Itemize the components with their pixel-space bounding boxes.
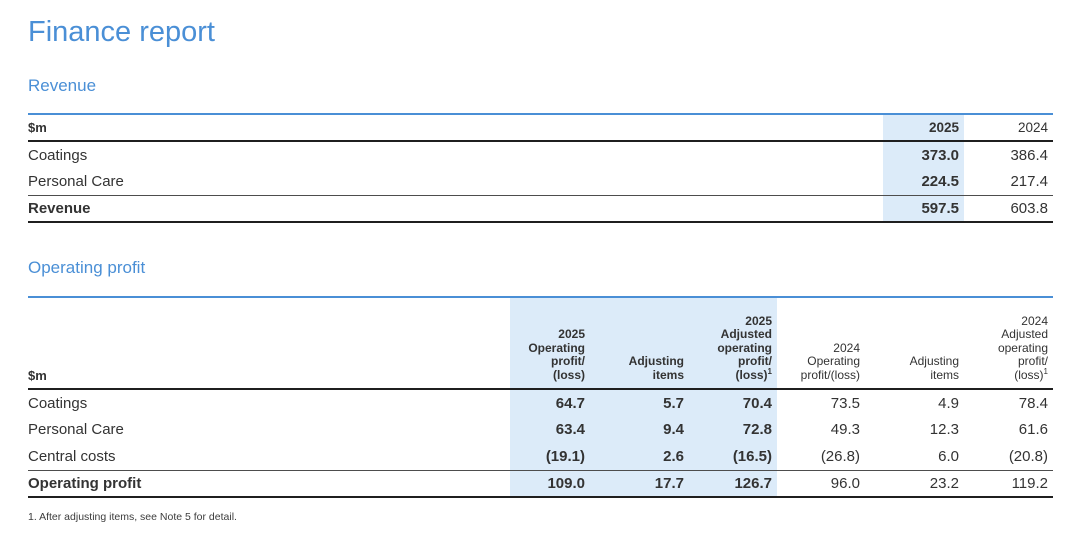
value-2025: 126.7: [689, 470, 777, 497]
value-2024: 49.3: [830, 421, 860, 438]
value-2024: 6.0: [938, 447, 959, 465]
value-2024: 96.0: [830, 474, 860, 492]
row-label: Personal Care: [28, 421, 124, 438]
value-2025: (16.5): [689, 443, 777, 470]
table-row: Coatings 64.7 5.7 70.4 73.5 4.9 78.4: [28, 389, 1053, 416]
value-2025: 64.7: [510, 389, 590, 416]
column-header: 2024 Operating profit/(loss): [800, 340, 860, 382]
row-label: Coatings: [28, 394, 88, 412]
value-2025: 109.0: [510, 470, 590, 497]
value-2025: 5.7: [590, 389, 689, 416]
column-header: 2024 Adjusted operating profit/(loss)1: [997, 313, 1048, 382]
revenue-header-row: $m 2025 2024: [28, 114, 1053, 141]
value-2024: 217.4: [1010, 172, 1048, 190]
value-2025: 597.5: [883, 195, 964, 222]
footnote-marker: 1: [767, 366, 772, 376]
value-2024: (26.8): [820, 447, 860, 465]
table-row: Central costs (19.1) 2.6 (16.5) (26.8) 6.0 (20…: [28, 443, 1053, 470]
value-2025: 2.6: [590, 443, 689, 470]
value-2024: 78.4: [1018, 394, 1048, 412]
revenue-heading: Revenue: [28, 76, 97, 95]
value-2025: 70.4: [689, 389, 777, 416]
value-2025: 17.7: [590, 470, 689, 497]
value-2024: 386.4: [1010, 146, 1048, 164]
value-2025: 9.4: [590, 416, 689, 443]
row-label: Operating profit: [28, 474, 142, 492]
value-2025: 373.0: [883, 141, 964, 168]
column-header-2024: 2024: [1017, 120, 1048, 135]
column-header-2025: 2025: [883, 114, 964, 141]
table-row: Personal Care 63.4 9.4 72.8 49.3 12.3 61.6: [28, 416, 1053, 443]
value-2024: (20.8): [1008, 447, 1048, 465]
footnote: 1. After adjusting items, see Note 5 for…: [28, 511, 237, 523]
table-row: Revenue 597.5 603.8: [28, 195, 1053, 222]
operating-profit-table: $m 2025 Operating profit/(loss) Adjusting it…: [28, 296, 1053, 498]
revenue-table: $m 2025 2024 Coatings 373.0 386.4 Personal …: [28, 113, 1053, 223]
operating-profit-section: Operating profit $m 2025 Operating profit/…: [28, 258, 1053, 498]
table-row: Operating profit 109.0 17.7 126.7 96.0 23.2 11…: [28, 470, 1053, 497]
operating-profit-header-row: $m 2025 Operating profit/(loss) Adjusting it…: [28, 297, 1053, 389]
operating-profit-heading: Operating profit: [28, 258, 146, 277]
column-header: 2025 Operating profit/(loss): [510, 297, 590, 389]
value-2024: 4.9: [938, 394, 959, 412]
value-2025: 224.5: [883, 168, 964, 195]
value-2024: 119.2: [1011, 474, 1048, 492]
row-label: Personal Care: [28, 172, 124, 190]
value-2025: (19.1): [510, 443, 590, 470]
value-2024: 61.6: [1018, 421, 1048, 438]
row-label: Coatings: [28, 146, 88, 164]
column-header: 2025 Adjusted operating profit/(loss)1: [689, 297, 777, 389]
table-row: Personal Care 224.5 217.4: [28, 168, 1053, 195]
revenue-section: Revenue $m 2025 2024 Coatings 373.0 386.4 P…: [28, 76, 1053, 223]
table-row: Coatings 373.0 386.4: [28, 141, 1053, 168]
unit-label: $m: [28, 120, 47, 135]
row-label: Central costs: [28, 447, 116, 465]
row-label: Revenue: [28, 199, 91, 217]
unit-label: $m: [28, 368, 47, 383]
value-2025: 63.4: [510, 416, 590, 443]
footnote-marker: 1: [1043, 366, 1048, 376]
value-2024: 23.2: [929, 474, 959, 492]
page-title: Finance report: [28, 16, 215, 48]
value-2024: 603.8: [1010, 199, 1048, 217]
value-2024: 12.3: [929, 421, 959, 438]
column-header: Adjusting items: [590, 297, 689, 389]
value-2024: 73.5: [830, 394, 860, 412]
column-header: Adjusting items: [909, 354, 959, 382]
value-2025: 72.8: [689, 416, 777, 443]
